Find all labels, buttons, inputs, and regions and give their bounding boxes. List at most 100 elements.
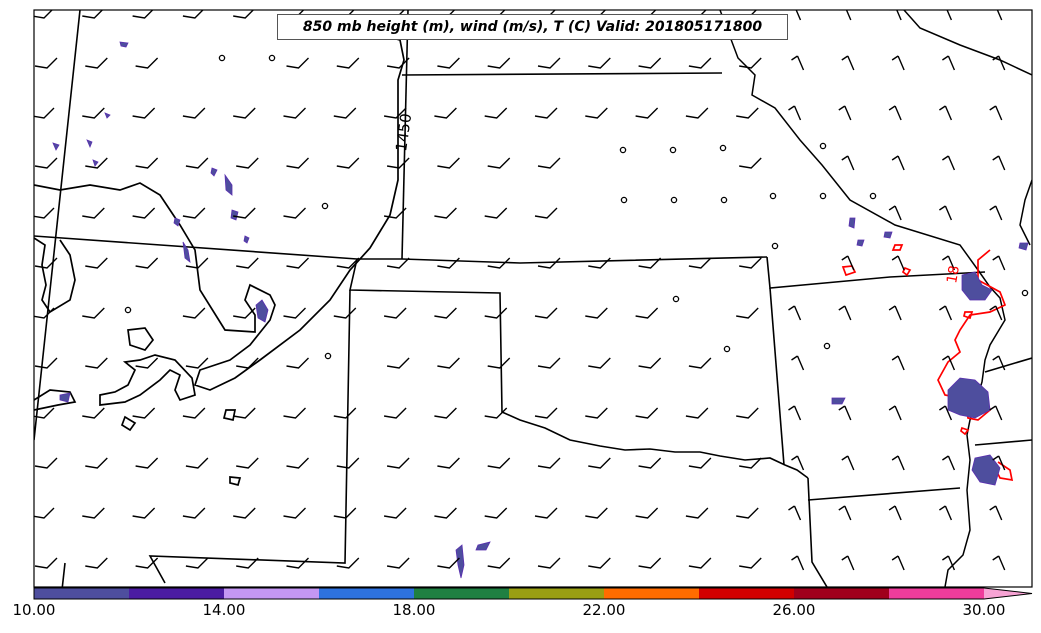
wind-barb-icon	[34, 207, 55, 219]
wind-barb-icon	[585, 407, 608, 419]
wind-barb-icon	[588, 257, 611, 269]
calm-circle-icon	[672, 295, 680, 303]
state-borders	[34, 10, 1032, 587]
wind-barb-icon	[788, 105, 802, 121]
temperature-contour-label: 18	[944, 264, 963, 284]
wind-barb-icon	[638, 557, 662, 569]
wind-barb-icon	[992, 455, 1006, 471]
wind-barb-icon	[841, 55, 855, 71]
calm-circle-icon	[669, 146, 677, 154]
wind-barb-icon	[286, 57, 309, 69]
wind-barb-icon	[788, 10, 802, 21]
wind-barb-icon	[688, 57, 712, 69]
wind-barb-icon	[182, 407, 206, 419]
wind-barb-icon	[888, 205, 902, 221]
wind-barb-icon	[888, 305, 902, 321]
wind-barb-icon	[484, 307, 508, 319]
colorbar-segment	[794, 588, 890, 599]
height-contour	[34, 237, 76, 314]
wind-barb-icon	[788, 505, 802, 521]
wind-barb-icon	[889, 10, 902, 21]
colorbar-tick-label: 26.00	[772, 601, 816, 619]
wind-barb-icon	[182, 107, 206, 119]
wind-barb-icon	[286, 457, 309, 469]
wind-barb-icon	[135, 457, 159, 469]
wind-barb-icon	[537, 457, 561, 469]
wind-barb-icon	[34, 57, 58, 69]
calm-circle-icon	[620, 196, 628, 204]
map-title: 850 mb height (m), wind (m/s), T (C) Val…	[277, 14, 788, 40]
wind-barb-icon	[82, 207, 105, 219]
river-border	[719, 10, 1006, 587]
wind-barb-icon	[939, 305, 953, 321]
wind-barb-icon	[739, 457, 762, 469]
wind-barb-icon	[132, 207, 156, 219]
wind-barb-icon	[688, 357, 712, 369]
height-contour	[229, 476, 242, 487]
wind-barb-icon	[534, 407, 558, 419]
wind-barb-icon	[383, 507, 407, 519]
wind-barb-icon	[437, 557, 460, 569]
calm-circle-icon	[819, 142, 827, 150]
colorbar-outline	[33, 587, 1033, 600]
wind-barb-icon	[888, 505, 902, 521]
wind-barb-icon	[942, 55, 956, 71]
calm-circle-icon	[218, 54, 226, 62]
wind-barb-icon	[992, 555, 1006, 571]
wind-barb-icon	[132, 107, 156, 119]
wind-barb-icon	[739, 157, 762, 169]
wind-barb-icon	[286, 357, 309, 369]
wind-barb-icon	[135, 357, 159, 369]
wind-barb-icon	[487, 457, 511, 469]
calm-circle-icon	[619, 146, 627, 154]
wind-barb-icon	[588, 57, 611, 69]
height-contour-label: 1450	[392, 112, 415, 152]
wind-barb-icon	[736, 307, 759, 319]
wind-barb-icon	[838, 505, 852, 521]
wind-barb-icon	[336, 557, 360, 569]
wind-barb-icon	[791, 55, 805, 71]
wind-barb-icon	[333, 107, 357, 119]
wind-barb-icon	[685, 407, 709, 419]
height-contour	[120, 415, 137, 432]
wind-barb-icon	[891, 155, 905, 171]
wind-shading	[52, 41, 1029, 579]
wind-barb-icon	[484, 407, 508, 419]
wind-barb-icon	[838, 405, 852, 421]
wind-barb-icon	[588, 357, 611, 369]
wind-barb-icon	[283, 107, 306, 119]
colorbar-segment	[889, 588, 985, 599]
wind-barb-icon	[585, 107, 608, 119]
wind-barb-icon	[383, 307, 407, 319]
wind-barb-icon	[182, 507, 206, 519]
wind-barb-icon	[333, 507, 357, 519]
wind-barb-icon	[434, 407, 457, 419]
wind-barb-icon	[791, 355, 805, 371]
wind-barb-icon	[386, 257, 410, 269]
wind-barb-icon	[82, 407, 105, 419]
colorbar-extend-arrow	[984, 588, 1032, 599]
wind-barb-icon	[34, 507, 55, 519]
height-contour	[127, 327, 155, 351]
wind-barb-icon	[638, 57, 662, 69]
wind-barb-icon	[841, 455, 855, 471]
colorbar-segment	[604, 588, 700, 599]
wind-barb-icon	[82, 10, 104, 19]
wind-barb-icon	[336, 257, 360, 269]
colorbar	[33, 587, 1033, 600]
wind-barb-icon	[437, 57, 460, 69]
wind-barb-icon	[383, 407, 407, 419]
wind-barb-icon	[386, 57, 410, 69]
wind-barb-icon	[233, 10, 255, 19]
map-frame	[33, 9, 1033, 588]
wind-barb-icon	[233, 407, 256, 419]
wind-barb-icon	[437, 357, 460, 369]
wind-barb-icon	[336, 57, 360, 69]
wind-barb-icon	[434, 207, 457, 219]
wind-barbs	[34, 10, 1029, 571]
height-contour	[34, 389, 77, 411]
wind-barb-icon	[34, 457, 58, 469]
colorbar-segment	[319, 588, 415, 599]
wind-barb-icon	[939, 105, 953, 121]
wind-barb-icon	[638, 457, 662, 469]
